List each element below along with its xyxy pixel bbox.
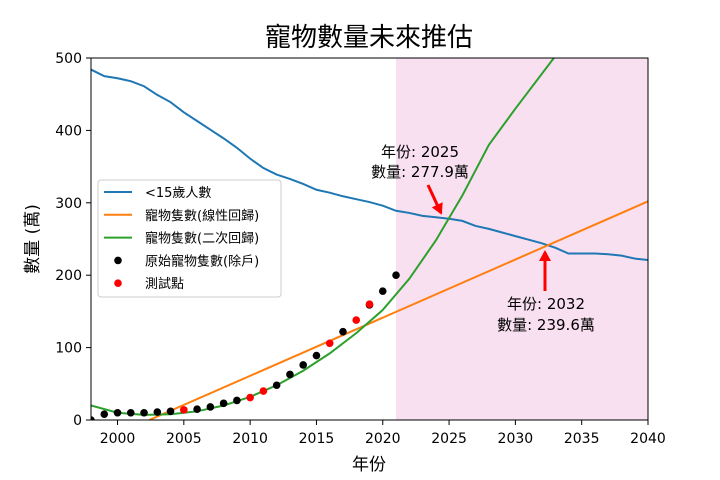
plot-area: 2000 2005 2010 2015 2020 2025 2030 2035 2040 0 100… bbox=[55, 51, 666, 447]
forecast-region bbox=[396, 58, 648, 420]
legend-label-3: 原始寵物隻數(除戶) bbox=[145, 253, 259, 269]
x-tick-label: 2025 bbox=[431, 431, 467, 447]
x-axis-label: 年份 bbox=[352, 455, 386, 475]
data-point-series-3 bbox=[219, 399, 228, 408]
data-point-series-3 bbox=[113, 408, 122, 417]
legend-marker-4 bbox=[114, 279, 122, 288]
data-point-series-3 bbox=[91, 416, 95, 420]
data-point-series-3 bbox=[100, 410, 109, 419]
x-tick-label: 2010 bbox=[232, 431, 268, 447]
data-point-series-4 bbox=[246, 393, 254, 402]
data-point-series-3 bbox=[392, 271, 400, 280]
data-point-series-4 bbox=[325, 339, 334, 348]
data-point-series-3 bbox=[272, 381, 281, 390]
data-point-series-3 bbox=[299, 361, 307, 369]
data-point-series-4 bbox=[259, 387, 268, 395]
data-point-series-3 bbox=[193, 405, 201, 413]
plot-frame bbox=[90, 57, 649, 421]
annotation-year-0: 年份: 2025 bbox=[381, 143, 459, 161]
legend-marker-3 bbox=[114, 256, 122, 265]
data-point-series-4 bbox=[180, 406, 188, 414]
x-tick-label: 2020 bbox=[365, 431, 401, 447]
data-point-series-3 bbox=[286, 370, 294, 379]
x-tick-label: 2040 bbox=[630, 431, 666, 447]
data-point-series-3 bbox=[126, 408, 135, 417]
x-tick-label: 2030 bbox=[498, 431, 534, 447]
data-point-series-4 bbox=[365, 300, 374, 308]
annotation-arrowhead-0 bbox=[431, 202, 443, 215]
annotation-value-0: 數量: 277.9萬 bbox=[371, 163, 469, 181]
legend-box bbox=[97, 179, 282, 298]
annotation-value-1: 數量: 239.6萬 bbox=[497, 316, 595, 334]
y-tick-label: 200 bbox=[55, 268, 82, 284]
data-point-series-3 bbox=[206, 403, 215, 411]
y-tick-label: 0 bbox=[73, 413, 82, 429]
x-tick-label: 2005 bbox=[166, 431, 202, 447]
data-point-series-3 bbox=[153, 408, 162, 416]
y-tick-label: 100 bbox=[55, 341, 82, 357]
x-tick-label: 2035 bbox=[564, 431, 600, 447]
data-point-series-4 bbox=[352, 316, 361, 324]
data-point-series-3 bbox=[339, 327, 347, 336]
data-point-series-3 bbox=[378, 287, 387, 295]
y-axis-label: 數量 (萬) bbox=[23, 204, 43, 274]
y-tick-label: 400 bbox=[55, 123, 82, 139]
legend-label-2: 寵物隻數(二次回歸) bbox=[145, 231, 259, 247]
data-point-series-3 bbox=[312, 351, 321, 360]
x-tick-label: 2000 bbox=[100, 431, 136, 447]
legend-label-0: <15歲人數 bbox=[145, 186, 211, 201]
annotation-arrowhead-1 bbox=[539, 250, 551, 261]
data-point-series-3 bbox=[140, 408, 148, 417]
data-point-series-3 bbox=[233, 396, 241, 405]
y-tick-label: 500 bbox=[55, 51, 82, 67]
series-line-1 bbox=[148, 200, 648, 420]
legend-label-4: 測試點 bbox=[145, 276, 184, 292]
chart-title: 寵物數量未來推估 bbox=[265, 23, 473, 53]
x-tick-label: 2015 bbox=[299, 431, 335, 447]
annotation-year-1: 年份: 2032 bbox=[507, 295, 585, 313]
y-tick-label: 300 bbox=[55, 196, 82, 212]
data-point-series-3 bbox=[166, 407, 175, 416]
series-line-0 bbox=[91, 68, 648, 261]
series-line-2 bbox=[91, 58, 555, 416]
legend-label-1: 寵物隻數(線性回歸) bbox=[145, 208, 259, 224]
